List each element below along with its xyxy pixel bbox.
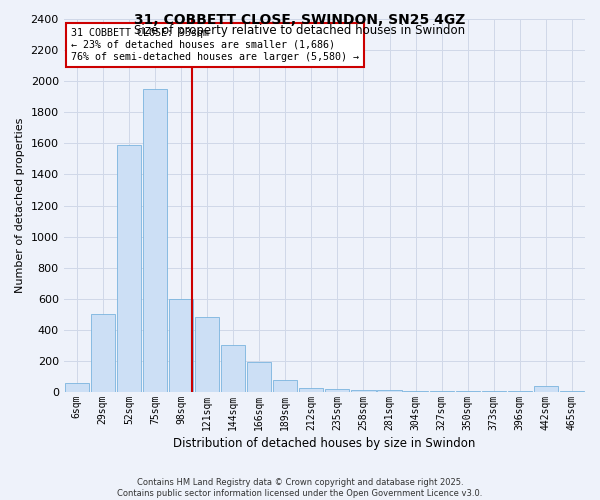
Bar (325, 389, 349, 392)
Bar (65, 382, 89, 392)
Bar (299, 388, 323, 392)
Text: Size of property relative to detached houses in Swindon: Size of property relative to detached ho… (134, 24, 466, 37)
X-axis label: Distribution of detached houses by size in Swindon: Distribution of detached houses by size … (173, 437, 476, 450)
Text: 31 COBBETT CLOSE: 93sqm
← 23% of detached houses are smaller (1,686)
76% of semi: 31 COBBETT CLOSE: 93sqm ← 23% of detache… (71, 28, 359, 62)
Y-axis label: Number of detached properties: Number of detached properties (15, 118, 25, 293)
Bar (143, 89, 167, 392)
Bar (534, 386, 558, 392)
Bar (117, 145, 141, 392)
Bar (377, 390, 401, 392)
Bar (352, 390, 376, 392)
Bar (169, 299, 193, 392)
Bar (91, 314, 115, 392)
Bar (273, 380, 298, 392)
Text: 31, COBBETT CLOSE, SWINDON, SN25 4GZ: 31, COBBETT CLOSE, SWINDON, SN25 4GZ (134, 12, 466, 26)
Bar (221, 346, 245, 392)
Text: Contains HM Land Registry data © Crown copyright and database right 2025.
Contai: Contains HM Land Registry data © Crown c… (118, 478, 482, 498)
Bar (195, 318, 219, 392)
Bar (247, 362, 271, 392)
